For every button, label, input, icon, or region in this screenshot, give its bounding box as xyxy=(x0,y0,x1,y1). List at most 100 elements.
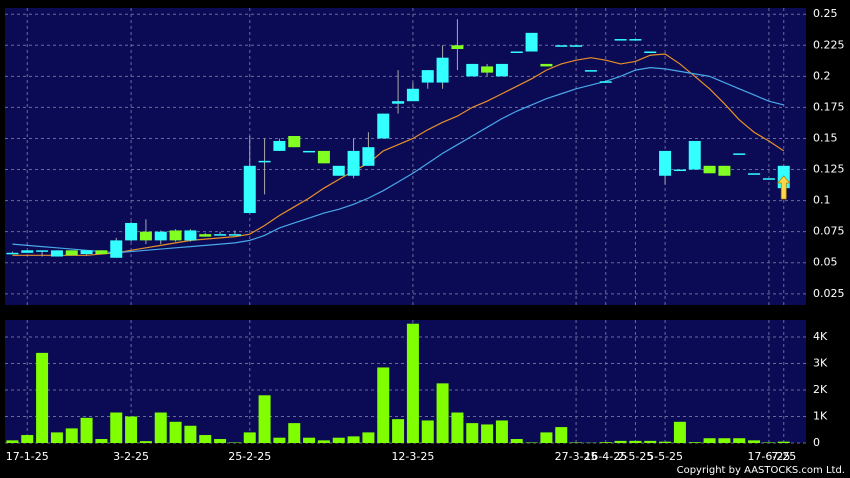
x-tick-label: 25-2-25 xyxy=(228,450,271,463)
candle-body xyxy=(154,231,167,241)
candle-body xyxy=(80,250,93,255)
volume-bar xyxy=(703,438,716,443)
volume-bar xyxy=(688,442,701,443)
x-tick-label: 16-4-25 xyxy=(584,450,627,463)
candle-body xyxy=(214,234,227,236)
candle-body xyxy=(317,150,330,164)
copyright: Copyright by AASTOCKS.com Ltd. xyxy=(677,465,845,476)
candle-body xyxy=(481,66,494,73)
candle-body xyxy=(748,173,761,175)
y-tick-label: 0.25 xyxy=(813,7,838,20)
candle-body xyxy=(599,81,612,83)
candle-body xyxy=(6,252,19,255)
candle-body xyxy=(332,165,345,176)
price-panel xyxy=(5,8,806,305)
x-tick-label: 17-1-25 xyxy=(6,450,49,463)
candle-body xyxy=(644,51,657,53)
volume-bar xyxy=(540,432,553,443)
candle-body xyxy=(614,39,627,41)
candle-body xyxy=(555,45,568,47)
volume-bar xyxy=(184,425,197,443)
x-tick-label: 17-6-25 xyxy=(747,450,790,463)
volume-bar xyxy=(718,438,731,443)
y-tick-label: 3K xyxy=(813,356,828,369)
volume-bar xyxy=(570,442,583,443)
volume-bar xyxy=(436,383,449,443)
candle-body xyxy=(377,113,390,139)
candle-body xyxy=(303,150,316,153)
y-tick-label: 0.075 xyxy=(813,225,845,238)
candle-body xyxy=(50,250,63,257)
candle-body xyxy=(510,51,523,53)
candle-body xyxy=(570,45,583,47)
candle-body xyxy=(703,165,716,174)
volume-bar xyxy=(273,437,286,443)
candle-body xyxy=(243,165,256,214)
x-tick-label: 12-3-25 xyxy=(391,450,434,463)
volume-bar xyxy=(377,367,390,443)
volume-bar xyxy=(481,424,494,443)
candle-body xyxy=(273,140,286,151)
candle-body xyxy=(659,150,672,176)
candle-body xyxy=(540,63,553,67)
candle-body xyxy=(421,70,434,83)
y-tick-label: 1K xyxy=(813,409,828,422)
x-tick-label: 2-5-25 xyxy=(617,450,653,463)
y-tick-label: 2K xyxy=(813,383,828,396)
volume-bar xyxy=(629,440,642,443)
y-tick-label: 0.2 xyxy=(813,69,831,82)
volume-bar xyxy=(243,432,256,443)
y-tick-label: 0 xyxy=(813,436,820,449)
volume-bar xyxy=(6,440,19,443)
candle-body xyxy=(362,147,375,166)
volume-bar xyxy=(599,442,612,443)
volume-bar xyxy=(317,440,330,443)
candle-body xyxy=(406,88,419,102)
volume-bar xyxy=(659,441,672,443)
candle-body xyxy=(762,178,775,180)
candle-body xyxy=(584,70,597,72)
candle-body xyxy=(451,45,464,50)
candle-body xyxy=(673,169,686,172)
moving-average xyxy=(12,53,785,256)
x-tick-label: 7-25 xyxy=(771,450,796,463)
candle-body xyxy=(733,153,746,155)
y-tick-label: 0.15 xyxy=(813,131,838,144)
candle-body xyxy=(495,63,508,77)
candle-body xyxy=(688,140,701,170)
candle-body xyxy=(525,32,538,52)
volume-bar xyxy=(303,437,316,443)
volume-bar xyxy=(65,428,78,443)
y-tick-label: 0.225 xyxy=(813,38,845,51)
volume-bar xyxy=(50,432,63,443)
volume-bar xyxy=(362,432,375,443)
volume-bar xyxy=(495,420,508,443)
volume-bar xyxy=(614,440,627,443)
volume-bar xyxy=(777,441,790,443)
y-tick-label: 0.175 xyxy=(813,100,845,113)
volume-bar xyxy=(288,423,301,443)
volume-bar xyxy=(421,420,434,443)
volume-bar xyxy=(139,441,152,443)
candle-body xyxy=(110,240,123,258)
x-tick-label: 27-3-25 xyxy=(555,450,598,463)
candle-body xyxy=(228,234,241,236)
volume-bar xyxy=(451,412,464,443)
candle-body xyxy=(466,63,479,77)
volume-bar xyxy=(228,442,241,443)
volume-bar xyxy=(154,412,167,443)
volume-bar xyxy=(169,421,182,443)
volume-bar xyxy=(36,352,49,443)
volume-bar xyxy=(762,442,775,443)
candle-body xyxy=(436,57,449,83)
volume-bar xyxy=(510,439,523,443)
volume-panel xyxy=(5,320,806,443)
y-tick-label: 4K xyxy=(813,330,828,343)
volume-bar xyxy=(258,395,271,443)
candle-body xyxy=(21,250,34,253)
x-tick-label: 5-5-25 xyxy=(647,450,683,463)
candle-body xyxy=(347,150,360,176)
volume-bar xyxy=(525,442,538,443)
volume-bar xyxy=(110,412,123,443)
candle-body xyxy=(199,234,212,237)
